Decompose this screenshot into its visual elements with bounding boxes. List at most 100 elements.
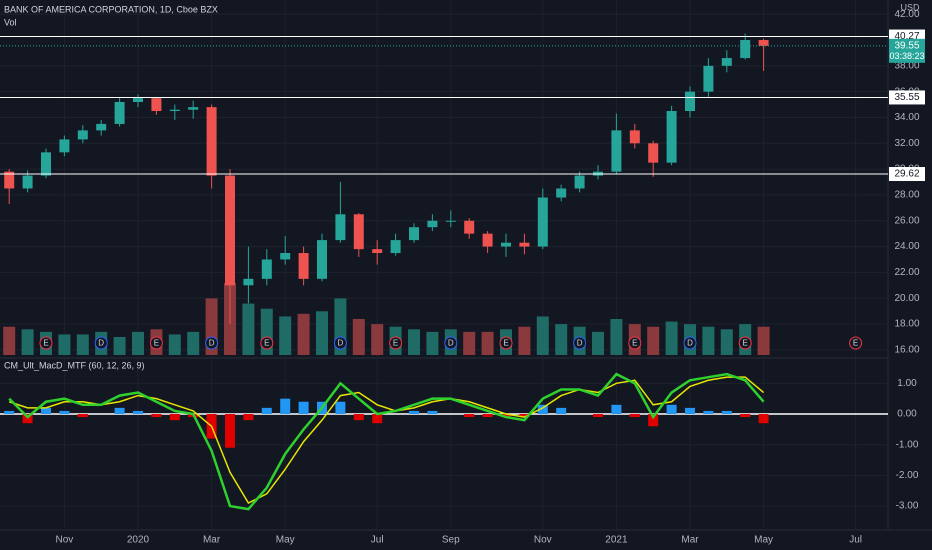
y-tick-label: 32.00 [894,138,919,149]
candle-body [225,175,235,286]
candle-body [445,220,456,222]
volume-bar [426,331,439,355]
candle-body [519,242,530,247]
event-label: E [632,339,637,348]
event-marker [499,336,513,350]
y-tick-label: 24.00 [894,241,919,252]
x-tick-label: Sep [442,535,460,546]
candle-body [261,259,272,279]
event-marker [849,336,863,350]
candle-body [317,240,327,279]
event-marker [260,336,274,350]
candle-body [353,214,364,250]
y-tick-label: 38.00 [894,60,919,71]
histogram-bar [740,414,751,418]
y-tick-label: 42.00 [894,9,919,20]
y-tick-label: 1.00 [897,378,917,389]
event-label: E [43,339,48,348]
event-marker [149,336,163,350]
level-label: 35.55 [894,92,919,103]
candle-body [41,152,51,176]
histogram-bar [77,414,88,418]
histogram-bar [114,407,125,415]
candle-body [427,220,438,228]
volume-bar [665,321,678,355]
histogram-bar [298,401,309,415]
candle-body [685,91,695,112]
histogram-bar [335,401,346,415]
histogram-bar [593,414,603,418]
histogram-bar [41,407,51,415]
event-marker [444,336,458,350]
histogram-bar [427,410,438,415]
x-tick-label: May [276,535,295,546]
event-marker [573,336,587,350]
last-price-label: 39.55 [894,40,919,51]
x-tick-label: 2021 [605,535,628,546]
histogram-bar [243,414,254,421]
volume-bar [279,316,292,355]
event-label: D [577,339,583,348]
histogram-bar [611,404,622,415]
event-label: D [98,339,104,348]
indicator-title: CM_Ult_MacD_MTF (60, 12, 26, 9) [4,360,145,370]
candle-body [740,40,751,59]
candle-body [77,130,88,140]
volume-bar [132,331,144,355]
y-tick-label: 18.00 [894,319,919,330]
histogram-bar [59,410,70,415]
event-label: E [393,339,398,348]
candle-body [4,171,15,189]
candle-body [335,214,346,241]
signal-line [8,376,765,504]
candle-body [409,227,419,241]
event-marker [738,336,752,350]
volume-bar [647,326,660,355]
histogram-bar [4,410,15,415]
candle-body [556,188,567,198]
volume-bar [536,316,549,355]
candle-body [22,175,33,189]
level-label: 29.62 [894,169,919,180]
event-label: D [209,339,215,348]
candle-body [611,130,622,172]
candle-body [114,101,125,124]
volume-bar [21,329,34,355]
volume-bar [58,334,71,355]
candle-body [482,233,493,247]
volume-bar [352,319,365,355]
x-tick-label: Jul [371,535,384,546]
event-label: E [853,339,858,348]
volume-bar [113,337,126,355]
volume-bar [242,303,255,355]
event-marker [389,336,403,350]
x-tick-label: May [754,535,773,546]
macd-line [8,372,765,511]
candle-body [59,139,70,153]
event-label: D [687,339,693,348]
event-marker [333,336,347,350]
candle-body [537,197,548,247]
level-box [889,167,925,182]
event-marker [39,336,53,350]
volume-bar [463,331,476,355]
level-box [889,90,925,105]
histogram-bar [666,404,677,415]
candle-body [758,40,769,46]
histogram-bar [151,414,162,418]
event-marker [628,336,642,350]
y-tick-label: 26.00 [894,215,919,226]
histogram-bar [501,414,511,418]
y-tick-label: 22.00 [894,267,919,278]
y-tick-label: 16.00 [894,344,919,355]
histogram-bar [353,414,364,421]
currency: USD [900,2,920,12]
x-tick-label: Jul [849,535,862,546]
histogram-bar [464,414,475,418]
candle-body [96,123,107,131]
histogram-bar [537,404,548,415]
volume-bar [720,329,733,355]
candle-body [133,98,143,102]
y-tick-label: -1.00 [896,439,919,450]
symbol-title: BANK OF AMERICA CORPORATION, 1D, Cboe BZ… [4,4,218,14]
